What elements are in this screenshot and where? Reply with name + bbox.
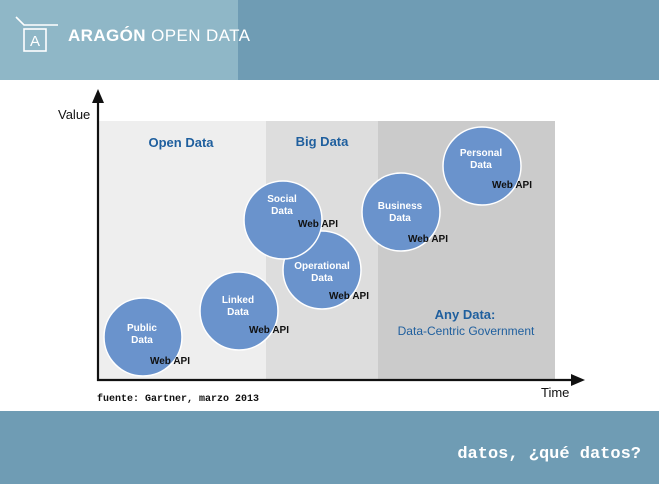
x-axis-arrow-icon	[571, 374, 585, 386]
bubble-label: Data	[311, 273, 333, 284]
bubble-label: Linked	[222, 295, 254, 306]
region-any-subtitle: Data-Centric Government	[398, 324, 535, 338]
brand-bold: ARAGÓN	[68, 26, 146, 45]
logo[interactable]: A ARAGÓN OPEN DATA	[0, 0, 250, 80]
x-axis-label: Time	[541, 385, 569, 400]
bubble-business-data: Business Data Web API	[361, 172, 448, 252]
bubble-label: Public	[127, 323, 157, 334]
bubble-tag: Web API	[492, 180, 532, 191]
bubble-personal-data: Personal Data Web API	[442, 126, 532, 206]
bubble-linked-data: Linked Data Web API	[199, 271, 289, 351]
bubble-label: Data	[227, 307, 249, 318]
bubble-label: Data	[389, 213, 411, 224]
region-any-title: Any Data:	[435, 307, 496, 322]
bubble-label: Data	[131, 335, 153, 346]
bubble-label: Data	[470, 160, 492, 171]
logo-letter: A	[30, 33, 40, 50]
bubble-tag: Web API	[329, 291, 369, 302]
bubble-tag: Web API	[249, 325, 289, 336]
y-axis-arrow-icon	[92, 89, 104, 103]
bubble-tag: Web API	[150, 356, 190, 367]
region-big-title: Big Data	[296, 134, 350, 149]
logo-mark-icon: A	[15, 16, 58, 52]
region-open-title: Open Data	[148, 135, 214, 150]
bubble-social-data: Social Data Web API	[243, 180, 338, 260]
bubble-label: Data	[271, 206, 293, 217]
y-axis-label: Value	[58, 107, 90, 122]
bubble-label: Business	[378, 201, 423, 212]
bubble-label: Personal	[460, 148, 502, 159]
bubble-label: Social	[267, 194, 297, 205]
footer-caption: datos, ¿qué datos?	[457, 445, 641, 464]
bubble-tag: Web API	[408, 234, 448, 245]
footer-band	[0, 411, 659, 484]
bubble-public-data: Public Data Web API	[103, 297, 190, 377]
bubble-label: Operational	[294, 261, 350, 272]
bubble-tag: Web API	[298, 219, 338, 230]
brand-name: ARAGÓN OPEN DATA	[68, 26, 250, 46]
source-citation: fuente: Gartner, marzo 2013	[97, 394, 260, 405]
brand-light: OPEN DATA	[151, 26, 251, 45]
